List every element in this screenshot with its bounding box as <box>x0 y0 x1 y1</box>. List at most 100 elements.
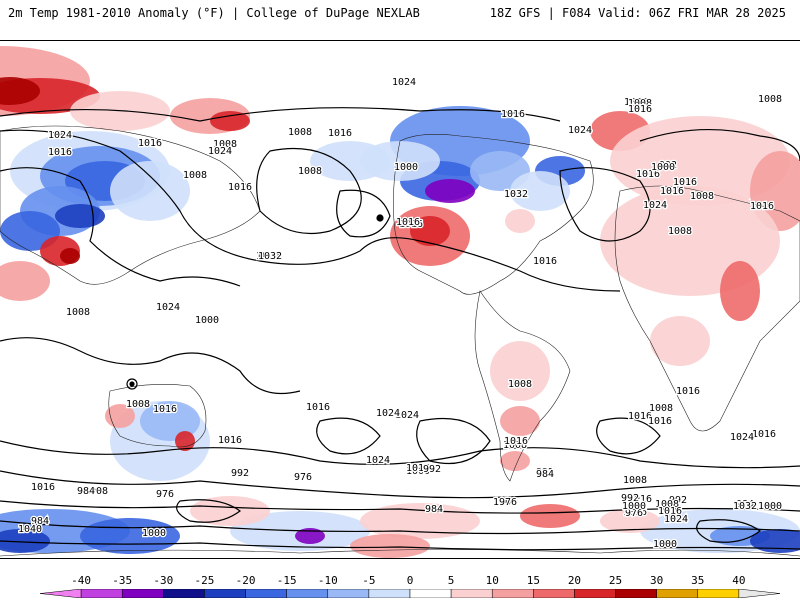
colorbar-swatch <box>574 589 616 598</box>
colorbar-tick-label: -20 <box>235 574 256 587</box>
isobar-label: 1024 <box>392 77 416 88</box>
isobar-label: 984 <box>736 499 754 510</box>
isobar-label: 1008 <box>623 475 647 486</box>
isobar-label: 1016 <box>153 404 177 415</box>
isobar-label: 1016 <box>328 128 352 139</box>
isobar-label: 1008 <box>503 440 527 451</box>
isobar-label: 976 <box>294 472 312 483</box>
isobar-label: 1008 <box>668 226 692 237</box>
isobar-label: 1016 <box>673 177 697 188</box>
isobar-label: 1008 <box>213 139 237 150</box>
isobar-label: 1000 <box>195 315 219 326</box>
isobar-label: 1000 <box>624 97 648 108</box>
colorbar-tick-label: 35 <box>691 574 705 587</box>
isobar-label: 992 <box>231 468 249 479</box>
isobar-label: 1024 <box>664 514 688 525</box>
isobar-label: 1008 <box>84 486 108 497</box>
isobar-label: 1024 <box>568 125 592 136</box>
colorbar-swatch <box>409 589 452 598</box>
isobar-label: 976 <box>625 508 643 519</box>
colorbar-tick-label: -35 <box>112 574 133 587</box>
colorbar-swatch <box>245 589 287 598</box>
colorbar-tick-label: 0 <box>406 574 414 587</box>
isobar-label: 992 <box>423 464 441 475</box>
isobar-label: 984 <box>77 486 95 497</box>
isobar-label: 1016 <box>504 436 528 447</box>
colorbar-swatch <box>450 589 493 598</box>
colorbar-tick-label: 40 <box>732 574 746 587</box>
isobar-label: 1016 <box>306 402 330 413</box>
isobar-label: 1008 <box>298 166 322 177</box>
colorbar-tick-label: -30 <box>153 574 174 587</box>
colorbar-tick-label: -15 <box>276 574 297 587</box>
isobar-label: 1008 <box>649 403 673 414</box>
isobar-label: 984 <box>31 516 49 527</box>
temperature-anomaly-shading <box>0 46 800 558</box>
isobar-label: 1000 <box>758 501 782 512</box>
colorbar-swatch <box>697 589 740 598</box>
isobar-label: 1016 <box>628 104 652 115</box>
isobar-label: 1008 <box>126 399 150 410</box>
colorbar-swatch <box>163 589 205 598</box>
isobar-label: 1016 <box>750 201 774 212</box>
colorbar-tick-label: 15 <box>526 574 540 587</box>
isobar-label: 1016 <box>406 463 430 474</box>
isobar-label: 1016 <box>676 386 700 397</box>
model-valid-time: 18Z GFS | F084 Valid: 06Z FRI MAR 28 202… <box>489 6 786 20</box>
isobar-label: 1008 <box>628 98 652 109</box>
colorbar-tick-label: -25 <box>194 574 215 587</box>
colorbar <box>40 589 780 598</box>
isobar-label: 1016 <box>399 219 423 230</box>
isobar-label: 1008 <box>655 499 679 510</box>
isobar-label: 1008 <box>508 379 532 390</box>
isobar-label: 1016 <box>752 429 776 440</box>
isobar-label: 992 <box>621 493 639 504</box>
isobar-label: 1016 <box>501 109 525 120</box>
isobar-label: 1000 <box>622 501 646 512</box>
anomaly-map: 1024 1016 1000 1008 1024 1016 1016 1008 1024 1008… <box>0 40 800 559</box>
isobar-label: 1016 <box>623 507 647 518</box>
isobar-label: 1032 <box>733 501 757 512</box>
isobar-label: 1016 <box>138 138 162 149</box>
colorbar-swatch <box>121 589 164 598</box>
isobar-label: 1040 <box>18 524 42 535</box>
isobar-label: 984 <box>425 504 443 515</box>
isobar-label: 976 <box>156 489 174 500</box>
isobar-label: 1016 <box>648 416 672 427</box>
isobar-label: 1016 <box>218 435 242 446</box>
isobar-label: 1024 <box>156 302 180 313</box>
isobar-label: 1016 <box>31 482 55 493</box>
isobar-label: 1032 <box>258 251 282 262</box>
colorbar-swatch <box>40 589 82 598</box>
isobar-label: 1024 <box>48 130 72 141</box>
colorbar-tick-label: 30 <box>650 574 664 587</box>
isobar-label: 1008 <box>758 94 782 105</box>
isobar-label: 1008 <box>690 191 714 202</box>
map-title: 2m Temp 1981-2010 Anomaly (°F) | College… <box>8 6 420 20</box>
isobar-label: 992 <box>659 160 677 171</box>
isobar-label: 1024 <box>376 408 400 419</box>
isobar-label: 984 <box>536 469 554 480</box>
isobar-label: 1016 <box>228 182 252 193</box>
colorbar-tick-label: -5 <box>362 574 376 587</box>
isobar-label: 1016 <box>660 186 684 197</box>
isobar-label: 1000 <box>651 162 675 173</box>
colorbar-swatch <box>204 589 246 598</box>
isobar-label: 1016 <box>533 256 557 267</box>
isobar-label: 1016 <box>628 494 652 505</box>
colorbar-tick-label: 25 <box>608 574 623 587</box>
isobar-label: 1008 <box>183 170 207 181</box>
colorbar-tick-label: -40 <box>71 574 92 587</box>
colorbar-labels: -40 -35 -30 -25 -20 -15 -10 -5 0 5 10 15 20 25 30 35 40 <box>0 574 800 588</box>
isobar-label: 1000 <box>406 466 430 477</box>
isobar-label: 992 <box>669 495 687 506</box>
isobar-label: 1024 <box>730 432 754 443</box>
isobar-label: 1008 <box>66 307 90 318</box>
colorbar-tick-label: -10 <box>317 574 338 587</box>
colorbar-swatch <box>533 589 575 598</box>
isobar-label: 1016 <box>48 147 72 158</box>
colorbar-swatch <box>491 589 534 598</box>
colorbar-swatch <box>327 589 370 598</box>
isobar-label: 1032 <box>504 189 528 200</box>
